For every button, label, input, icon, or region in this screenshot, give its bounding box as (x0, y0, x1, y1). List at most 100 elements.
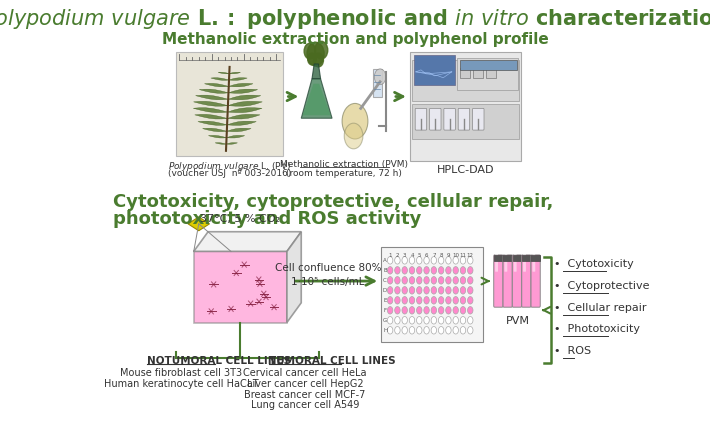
Circle shape (424, 257, 430, 264)
Circle shape (460, 327, 466, 334)
FancyBboxPatch shape (513, 255, 522, 307)
FancyBboxPatch shape (176, 52, 283, 156)
Text: 5: 5 (417, 254, 421, 258)
Circle shape (453, 257, 459, 264)
Polygon shape (226, 135, 245, 138)
FancyBboxPatch shape (460, 68, 471, 78)
Circle shape (446, 257, 451, 264)
Polygon shape (229, 84, 253, 87)
Polygon shape (194, 252, 287, 322)
Circle shape (431, 327, 437, 334)
Polygon shape (229, 78, 247, 80)
Circle shape (453, 276, 459, 284)
Polygon shape (194, 232, 301, 252)
Circle shape (468, 327, 473, 334)
Circle shape (395, 257, 400, 264)
Circle shape (388, 316, 393, 324)
Polygon shape (228, 108, 262, 113)
Circle shape (446, 306, 451, 314)
Circle shape (468, 297, 473, 304)
FancyBboxPatch shape (458, 108, 470, 130)
Circle shape (460, 297, 466, 304)
Circle shape (342, 103, 368, 139)
Circle shape (395, 297, 400, 304)
Text: Human keratinocyte cell HaCaT: Human keratinocyte cell HaCaT (104, 379, 259, 389)
Circle shape (395, 306, 400, 314)
Circle shape (453, 327, 459, 334)
Text: •  ROS: • ROS (555, 346, 591, 356)
Text: NOTUMORAL CELL LINES: NOTUMORAL CELL LINES (147, 356, 291, 366)
Text: E: E (383, 298, 387, 303)
Circle shape (388, 327, 393, 334)
Circle shape (409, 327, 415, 334)
FancyBboxPatch shape (473, 108, 484, 130)
Circle shape (417, 287, 422, 294)
Text: 9: 9 (447, 254, 450, 258)
Circle shape (453, 287, 459, 294)
FancyBboxPatch shape (493, 255, 503, 307)
Polygon shape (200, 89, 229, 93)
Text: 7: 7 (432, 254, 436, 258)
FancyBboxPatch shape (503, 255, 513, 307)
Circle shape (438, 267, 444, 274)
FancyBboxPatch shape (531, 255, 540, 261)
Circle shape (409, 316, 415, 324)
FancyBboxPatch shape (444, 108, 455, 130)
Text: G: G (383, 318, 387, 323)
Text: 8: 8 (439, 254, 443, 258)
Circle shape (446, 327, 451, 334)
Polygon shape (211, 78, 229, 80)
Circle shape (438, 316, 444, 324)
FancyBboxPatch shape (413, 60, 519, 101)
Polygon shape (198, 121, 227, 125)
Circle shape (453, 306, 459, 314)
Text: $\it{Polypodium\ vulgare}$ L. (PV): $\it{Polypodium\ vulgare}$ L. (PV) (168, 160, 291, 173)
Text: Liver cancer cell HepG2: Liver cancer cell HepG2 (246, 379, 363, 389)
Circle shape (431, 306, 437, 314)
FancyBboxPatch shape (414, 55, 454, 85)
FancyBboxPatch shape (531, 255, 540, 307)
FancyBboxPatch shape (532, 251, 535, 272)
Circle shape (446, 297, 451, 304)
Circle shape (446, 316, 451, 324)
Text: •  Cytotoxicity: • Cytotoxicity (555, 259, 634, 269)
Circle shape (438, 276, 444, 284)
Polygon shape (287, 232, 301, 322)
Circle shape (431, 297, 437, 304)
Circle shape (304, 43, 315, 59)
Polygon shape (204, 84, 229, 87)
Circle shape (417, 297, 422, 304)
Text: 6: 6 (425, 254, 428, 258)
Circle shape (431, 276, 437, 284)
Polygon shape (218, 72, 229, 74)
Circle shape (424, 267, 430, 274)
Circle shape (417, 267, 422, 274)
FancyBboxPatch shape (503, 255, 512, 261)
Circle shape (388, 297, 393, 304)
Circle shape (438, 306, 444, 314)
Circle shape (402, 276, 408, 284)
Text: Lung cancer cell A549: Lung cancer cell A549 (251, 400, 359, 411)
Circle shape (468, 306, 473, 314)
Text: A: A (383, 258, 387, 263)
Circle shape (468, 316, 473, 324)
Circle shape (307, 42, 324, 66)
Text: Cell confluence 80%
1·10⁵ cells/mL: Cell confluence 80% 1·10⁵ cells/mL (275, 263, 381, 287)
Circle shape (468, 276, 473, 284)
Circle shape (417, 257, 422, 264)
Circle shape (453, 267, 459, 274)
Circle shape (315, 41, 328, 59)
Text: 37°C, 5 % CO₂: 37°C, 5 % CO₂ (200, 214, 280, 224)
Text: HPLC-DAD: HPLC-DAD (437, 165, 494, 175)
Text: $\it{Polypodium\ vulgare}$ $\bf{L.:}$ polyphenolic and $\it{in\ vitro}$ characte: $\it{Polypodium\ vulgare}$ $\bf{L.:}$ po… (0, 7, 710, 31)
Text: (room temperature, 72 h): (room temperature, 72 h) (286, 168, 402, 178)
Circle shape (460, 267, 466, 274)
Circle shape (388, 257, 393, 264)
FancyBboxPatch shape (373, 69, 381, 97)
Text: D: D (383, 288, 387, 293)
Circle shape (424, 287, 430, 294)
Polygon shape (227, 114, 260, 119)
Text: PVM: PVM (506, 316, 530, 326)
Polygon shape (193, 108, 228, 113)
Circle shape (417, 276, 422, 284)
